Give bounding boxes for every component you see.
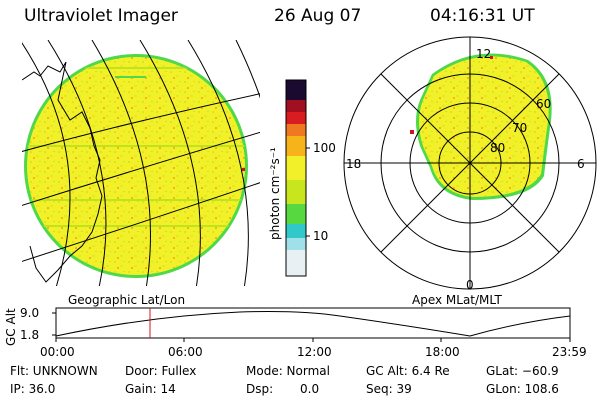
status-door: Door: Fullex (125, 364, 196, 378)
colorbar-tick-100: 100 (313, 141, 336, 155)
colorbar-tick-10: 10 (313, 229, 328, 243)
polar-grid (343, 36, 597, 290)
mlt-label-18: 18 (346, 157, 361, 171)
status-gc-alt: GC Alt: 6.4 Re (366, 364, 450, 378)
status-dsp-label: Dsp: (246, 382, 273, 396)
alt-ytick-high: 9.0 (20, 306, 39, 320)
status-flt: Flt: UNKNOWN (10, 364, 98, 378)
colorbar-label: photon cm⁻²s⁻¹ (268, 147, 282, 240)
colorbar: 100 10 photon cm⁻²s⁻¹ (268, 79, 336, 277)
mlt-label-0: 0 (466, 278, 474, 292)
status-block: Flt: UNKNOWN Door: Fullex Mode: Normal G… (10, 364, 559, 396)
altitude-curve (55, 311, 571, 337)
image-date: 26 Aug 07 (274, 6, 362, 26)
alt-xtick-2: 12:00 (297, 345, 332, 359)
geographic-panel (22, 40, 260, 286)
geo-panel-caption: Geographic Lat/Lon (68, 293, 185, 307)
alt-xtick-4: 23:59 (552, 345, 587, 359)
status-glon: GLon: 108.6 (486, 382, 559, 396)
mlt-label-12: 12 (476, 47, 491, 61)
image-time: 04:16:31 UT (430, 6, 535, 26)
mlt-label-6: 6 (577, 157, 585, 171)
altitude-plot: 9.0 1.8 GC Alt 00:00 06:00 12:00 18:00 2… (4, 306, 587, 359)
geo-grid (22, 40, 260, 286)
polar-panel-caption: Apex MLat/MLT (412, 293, 502, 307)
status-ip: IP: 36.0 (10, 382, 55, 396)
geo-image-disk (27, 57, 245, 275)
mlat-label-70: 70 (512, 121, 527, 135)
app-title: Ultraviolet Imager (24, 6, 178, 26)
alt-ylabel: GC Alt (4, 308, 18, 346)
status-dsp-value: 0.0 (300, 382, 319, 396)
status-mode: Mode: Normal (246, 364, 330, 378)
alt-xtick-0: 00:00 (40, 345, 75, 359)
alt-ytick-low: 1.8 (20, 328, 39, 342)
alt-xtick-1: 06:00 (168, 345, 203, 359)
mlat-label-60: 60 (536, 97, 551, 111)
alt-xtick-3: 18:00 (425, 345, 460, 359)
polar-image-region (419, 56, 549, 197)
polar-panel: 12 18 6 0 60 70 80 (343, 36, 597, 292)
status-gain: Gain: 14 (125, 382, 176, 396)
status-glat: GLat: −60.9 (486, 364, 559, 378)
mlat-label-80: 80 (490, 141, 505, 155)
status-seq: Seq: 39 (366, 382, 412, 396)
